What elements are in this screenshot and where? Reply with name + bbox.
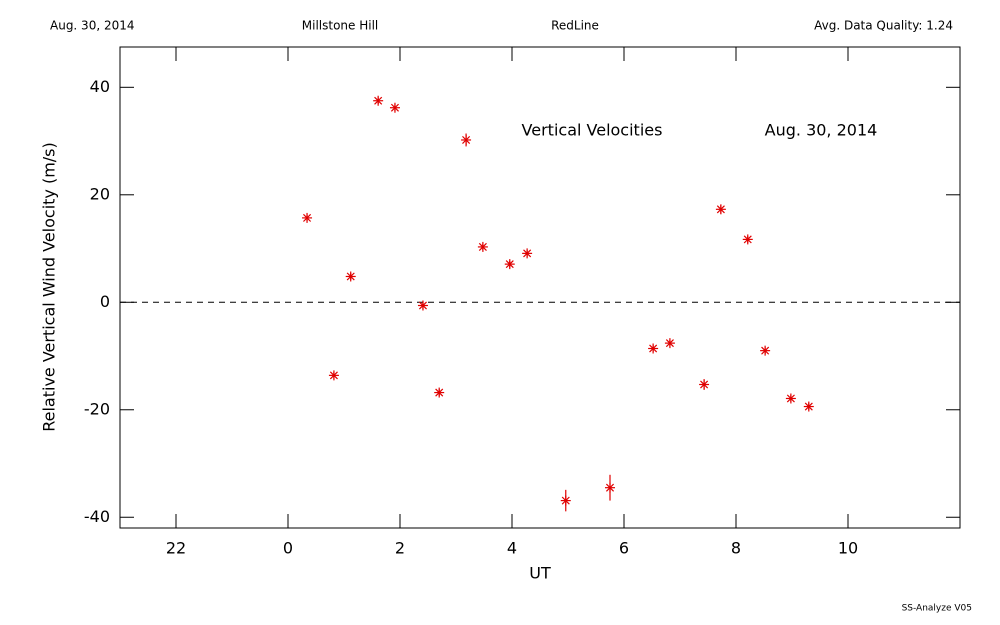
marker-stroke bbox=[523, 249, 532, 258]
x-tick-label: 6 bbox=[619, 539, 629, 558]
marker-stroke bbox=[700, 380, 709, 389]
marker-stroke bbox=[649, 344, 658, 353]
marker-stroke bbox=[418, 301, 427, 310]
header-date: Aug. 30, 2014 bbox=[50, 19, 135, 33]
y-axis-label: Relative Vertical Wind Velocity (m/s) bbox=[40, 142, 59, 432]
marker bbox=[648, 343, 659, 354]
y-tick-label: 40 bbox=[90, 77, 110, 96]
x-tick-label: 0 bbox=[283, 539, 293, 558]
marker-stroke bbox=[462, 135, 471, 144]
marker bbox=[328, 370, 339, 381]
y-tick-label: -20 bbox=[84, 399, 110, 418]
marker bbox=[760, 345, 771, 356]
marker bbox=[742, 234, 753, 245]
y-tick-label: 0 bbox=[100, 292, 110, 311]
x-tick-label: 10 bbox=[838, 539, 858, 558]
marker-stroke bbox=[665, 339, 674, 348]
marker bbox=[345, 271, 356, 282]
x-tick-label: 22 bbox=[166, 539, 186, 558]
marker bbox=[803, 401, 814, 412]
marker-stroke bbox=[605, 483, 615, 492]
marker bbox=[785, 393, 796, 404]
x-tick-label: 8 bbox=[731, 539, 741, 558]
marker-stroke bbox=[786, 394, 795, 403]
marker bbox=[560, 495, 571, 506]
marker bbox=[522, 248, 533, 259]
footer: SS-Analyze V05 bbox=[902, 604, 972, 614]
marker bbox=[417, 300, 428, 311]
marker bbox=[477, 241, 488, 252]
header-line: RedLine bbox=[551, 19, 599, 33]
marker-stroke bbox=[743, 235, 752, 244]
x-axis-label: UT bbox=[529, 564, 551, 583]
marker bbox=[699, 379, 710, 390]
marker bbox=[715, 204, 726, 215]
marker-stroke bbox=[561, 496, 570, 505]
marker bbox=[461, 134, 472, 145]
x-tick-label: 4 bbox=[507, 539, 517, 558]
marker-stroke bbox=[761, 346, 770, 355]
marker-stroke bbox=[478, 242, 487, 251]
chart-title: Vertical Velocities bbox=[522, 121, 663, 140]
annotation: Aug. 30, 2014 bbox=[765, 121, 878, 140]
marker bbox=[605, 482, 615, 493]
x-tick-label: 2 bbox=[395, 539, 405, 558]
marker bbox=[302, 212, 313, 223]
header-quality: Avg. Data Quality: 1.24 bbox=[814, 19, 953, 33]
header-site: Millstone Hill bbox=[302, 19, 378, 33]
y-tick-label: -40 bbox=[84, 507, 110, 526]
marker-stroke bbox=[716, 205, 725, 214]
marker bbox=[434, 387, 445, 398]
marker bbox=[504, 259, 515, 270]
marker bbox=[389, 102, 400, 113]
marker-stroke bbox=[374, 96, 383, 105]
marker-stroke bbox=[329, 371, 338, 380]
y-tick-label: 20 bbox=[90, 184, 110, 203]
marker-stroke bbox=[346, 272, 355, 281]
marker-stroke bbox=[435, 388, 444, 397]
marker bbox=[373, 95, 384, 106]
marker-stroke bbox=[505, 260, 514, 269]
marker-stroke bbox=[804, 402, 813, 411]
marker-stroke bbox=[303, 213, 312, 222]
marker-stroke bbox=[390, 103, 399, 112]
plot-frame bbox=[119, 46, 961, 529]
marker bbox=[664, 338, 675, 349]
